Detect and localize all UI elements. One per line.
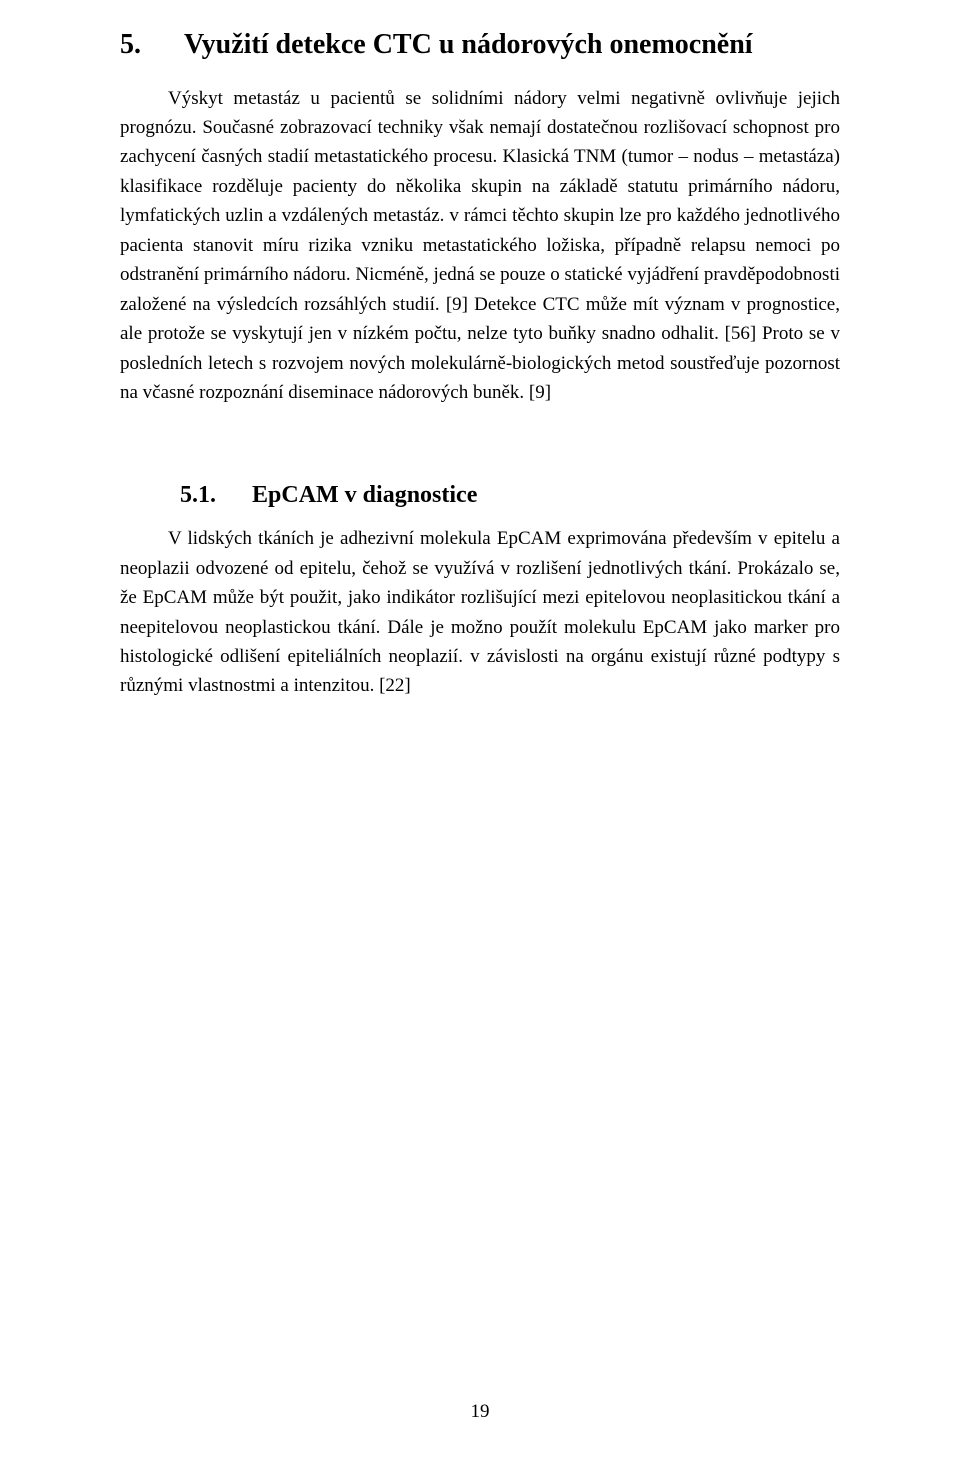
section-body: Výskyt metastáz u pacientů se solidními … (120, 84, 840, 408)
document-page: 5. Využití detekce CTC u nádorových onem… (0, 0, 960, 1461)
section-heading: 5. Využití detekce CTC u nádorových onem… (120, 28, 840, 62)
subsection-body: V lidských tkáních je adhezivní molekula… (120, 524, 840, 701)
subsection-number: 5.1. (180, 481, 252, 510)
page-number: 19 (0, 1401, 960, 1423)
subsection-title: EpCAM v diagnostice (252, 481, 477, 510)
subsection-heading: 5.1. EpCAM v diagnostice (120, 481, 840, 510)
section-number: 5. (120, 28, 184, 62)
section-title: Využití detekce CTC u nádorových onemocn… (184, 28, 753, 62)
section-gap (120, 417, 840, 481)
